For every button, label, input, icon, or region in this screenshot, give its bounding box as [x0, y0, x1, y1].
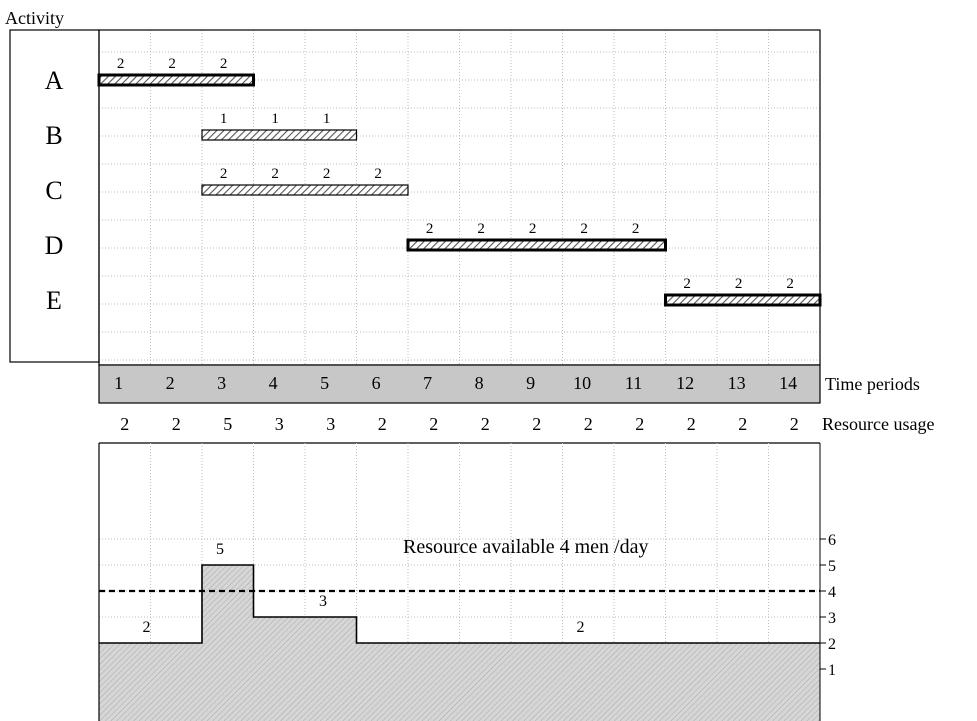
period-label: 10: [573, 373, 591, 393]
daily-resource-label: 2: [117, 56, 125, 72]
resource-usage-label: Resource usage: [822, 414, 934, 434]
histogram-value-label: 2: [143, 619, 151, 636]
daily-resource-label: 2: [271, 166, 279, 182]
period-label: 5: [320, 373, 329, 393]
daily-resource-label: 2: [323, 166, 331, 182]
y-axis-tick-label: 2: [828, 636, 836, 653]
resource-usage-value: 2: [532, 414, 541, 434]
resource-usage-value: 5: [223, 414, 232, 434]
activity-label-e: E: [46, 286, 62, 315]
daily-resource-label: 2: [220, 56, 228, 72]
daily-resource-label: 1: [323, 111, 331, 127]
daily-resource-label: 2: [580, 221, 588, 237]
y-axis-tick-label: 4: [828, 584, 836, 601]
resource-usage-value: 3: [326, 414, 335, 434]
resource-usage-value: 2: [429, 414, 438, 434]
daily-resource-label: 2: [374, 166, 382, 182]
activity-bar-b: [201, 129, 358, 141]
resource-usage-value: 2: [172, 414, 181, 434]
daily-resource-label: 2: [632, 221, 640, 237]
period-label: 3: [217, 373, 226, 393]
daily-resource-label: 2: [683, 276, 691, 292]
period-label: 13: [728, 373, 746, 393]
activity-label-b: B: [45, 121, 62, 150]
period-label: 12: [676, 373, 694, 393]
resource-usage-value: 2: [481, 414, 490, 434]
activity-bar-c: [201, 184, 409, 196]
histogram-value-label: 3: [319, 593, 327, 610]
daily-resource-label: 2: [220, 166, 228, 182]
daily-resource-label: 2: [426, 221, 434, 237]
activity-label-d: D: [45, 231, 64, 260]
daily-resource-label: 2: [786, 276, 794, 292]
resource-usage-value: 2: [738, 414, 747, 434]
daily-resource-label: 1: [220, 111, 228, 127]
y-axis-tick-label: 5: [828, 558, 836, 575]
resource-usage-value: 2: [635, 414, 644, 434]
daily-resource-label: 2: [735, 276, 743, 292]
daily-resource-label: 1: [271, 111, 279, 127]
daily-resource-label: 2: [477, 221, 485, 237]
period-label: 2: [166, 373, 175, 393]
activity-bar-d: [406, 238, 667, 252]
period-label: 14: [779, 373, 797, 393]
resource-histogram-outline: [99, 564, 820, 644]
histogram-value-label: 5: [216, 541, 224, 558]
activity-header: Activity: [5, 8, 64, 28]
resource-usage-value: 2: [378, 414, 387, 434]
resource-limit-label: Resource available 4 men /day: [403, 536, 648, 558]
period-label: 1: [114, 373, 123, 393]
activity-bar-e: [664, 293, 822, 307]
period-label: 4: [269, 373, 278, 393]
period-label: 11: [625, 373, 642, 393]
resource-usage-value: 3: [275, 414, 284, 434]
activity-bar-a: [97, 73, 255, 87]
period-label: 7: [423, 373, 432, 393]
activity-label-a: A: [45, 66, 64, 95]
activity-label-c: C: [45, 176, 62, 205]
daily-resource-label: 2: [168, 56, 176, 72]
resource-usage-value: 2: [120, 414, 129, 434]
period-label: 9: [526, 373, 535, 393]
resource-usage-value: 2: [584, 414, 593, 434]
y-axis-tick-label: 3: [828, 610, 836, 627]
y-axis-tick-label: 1: [828, 662, 836, 679]
period-label: 8: [475, 373, 484, 393]
resource-usage-value: 2: [790, 414, 799, 434]
y-axis-tick-label: 6: [828, 532, 836, 549]
resource-usage-value: 2: [687, 414, 696, 434]
time-periods-label: Time periods: [825, 374, 920, 394]
daily-resource-label: 2: [529, 221, 537, 237]
period-label: 6: [372, 373, 381, 393]
activity-label-box: [9, 29, 100, 363]
time-period-band: [98, 364, 821, 404]
histogram-value-label: 2: [577, 619, 585, 636]
